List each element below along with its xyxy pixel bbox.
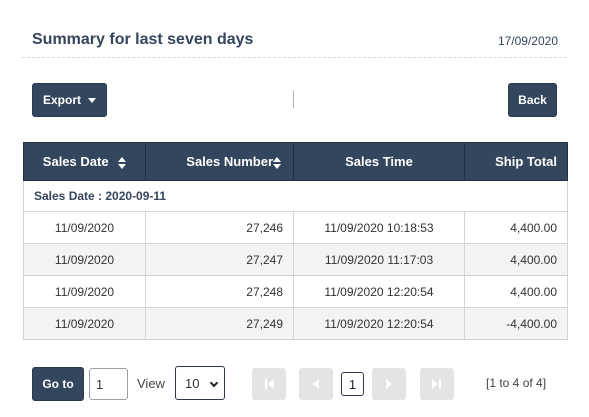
column-label: Sales Time	[345, 154, 413, 169]
goto-button[interactable]: Go to	[32, 367, 84, 401]
page-header: Summary for last seven days 17/09/2020	[22, 0, 567, 58]
cell-ship-total: -4,400.00	[464, 307, 568, 340]
cell-sales-number: 27,249	[145, 307, 294, 340]
next-page-icon	[386, 379, 392, 389]
sort-icon[interactable]	[118, 156, 127, 169]
cell-sales-time: 11/09/2020 11:17:03	[293, 243, 465, 276]
table-row: 11/09/2020 27,248 11/09/2020 12:20:54 4,…	[23, 275, 568, 308]
cell-sales-number: 27,247	[145, 243, 294, 276]
cell-sales-number: 27,246	[145, 211, 294, 244]
cell-sales-date: 11/09/2020	[23, 275, 146, 308]
group-row: Sales Date : 2020-09-11	[23, 180, 568, 212]
cell-ship-total: 4,400.00	[464, 243, 568, 276]
page-size-value: 10	[185, 375, 200, 391]
table-row: 11/09/2020 27,249 11/09/2020 12:20:54 -4…	[23, 307, 568, 340]
page-number-input[interactable]	[89, 368, 128, 400]
cell-sales-date: 11/09/2020	[23, 211, 146, 244]
table-row: 11/09/2020 27,246 11/09/2020 10:18:53 4,…	[23, 211, 568, 244]
first-page-button[interactable]	[252, 368, 286, 400]
export-button[interactable]: Export	[32, 83, 107, 117]
result-range: [1 to 4 of 4]	[486, 376, 547, 390]
last-page-icon	[432, 379, 441, 389]
cell-sales-number: 27,248	[145, 275, 294, 308]
caret-down-icon	[88, 97, 96, 103]
table-header-row: Sales Date Sales Number Sales Time Ship …	[23, 142, 568, 181]
back-button[interactable]: Back	[508, 83, 557, 117]
cell-sales-time: 11/09/2020 12:20:54	[293, 275, 465, 308]
column-header-sales-number[interactable]: Sales Number	[145, 142, 294, 181]
cell-ship-total: 4,400.00	[464, 211, 568, 244]
column-header-ship-total: Ship Total	[464, 142, 568, 181]
view-label: View	[137, 376, 165, 391]
column-label: Ship Total	[495, 154, 557, 169]
export-label: Export	[42, 93, 81, 107]
last-page-button[interactable]	[420, 368, 454, 400]
report-date: 17/09/2020	[497, 34, 558, 48]
cell-sales-time: 11/09/2020 10:18:53	[293, 211, 465, 244]
chevron-down-icon	[209, 378, 219, 388]
group-label: Sales Date : 2020-09-11	[23, 180, 568, 212]
column-header-sales-date[interactable]: Sales Date	[23, 142, 146, 181]
table-row: 11/09/2020 27,247 11/09/2020 11:17:03 4,…	[23, 243, 568, 276]
column-label: Sales Date	[42, 154, 109, 169]
cell-ship-total: 4,400.00	[464, 275, 568, 308]
sort-icon[interactable]	[273, 156, 281, 169]
toolbar-divider	[293, 90, 294, 108]
next-page-button[interactable]	[372, 368, 406, 400]
column-header-sales-time: Sales Time	[293, 142, 465, 181]
cell-sales-time: 11/09/2020 12:20:54	[293, 307, 465, 340]
sales-table: Sales Date Sales Number Sales Time Ship …	[23, 142, 568, 340]
page-size-select[interactable]: 10	[175, 366, 225, 400]
cell-sales-date: 11/09/2020	[23, 243, 146, 276]
page-title: Summary for last seven days	[32, 31, 254, 48]
cell-sales-date: 11/09/2020	[23, 307, 146, 340]
prev-page-icon	[313, 379, 319, 389]
prev-page-button[interactable]	[299, 368, 333, 400]
first-page-icon	[265, 379, 274, 389]
current-page[interactable]: 1	[341, 372, 364, 396]
column-label: Sales Number	[186, 154, 273, 169]
